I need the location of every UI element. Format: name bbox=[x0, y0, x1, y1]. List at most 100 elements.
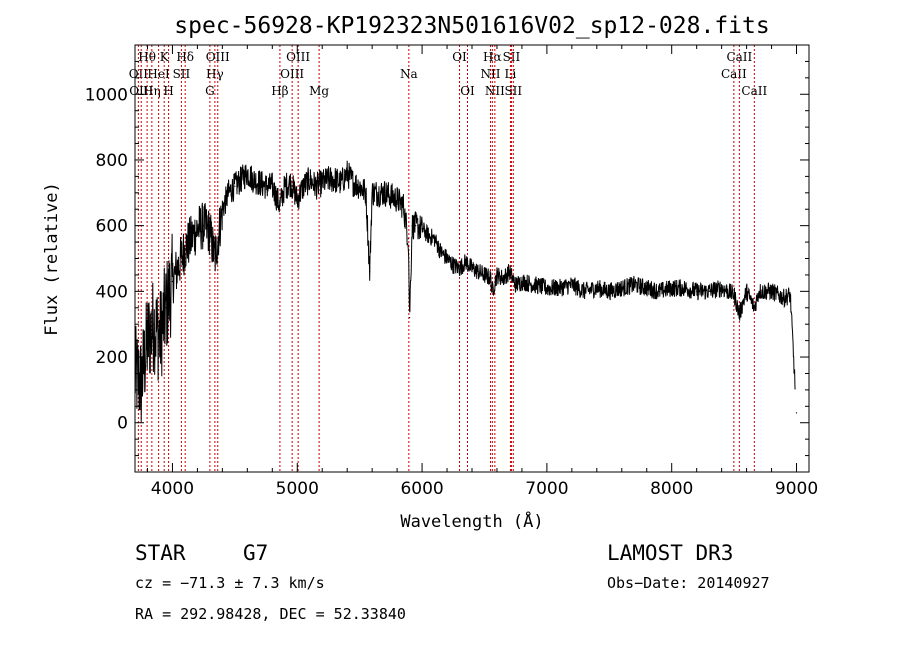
line-marker-label-17: OI bbox=[452, 50, 467, 64]
spectrum-point-74 bbox=[621, 287, 623, 289]
line-marker-label-21: NII bbox=[485, 84, 505, 98]
line-marker-label-2: Hθ bbox=[138, 50, 156, 64]
spectrum-point-30 bbox=[321, 182, 323, 184]
line-marker-label-11: OIII bbox=[206, 50, 230, 64]
spectrum-point-48 bbox=[415, 225, 417, 227]
line-marker-label-18: OI bbox=[460, 84, 475, 98]
observation-date: Obs−Date: 20140927 bbox=[607, 574, 770, 592]
y-tick-label-4: 800 bbox=[96, 151, 128, 171]
spectrum-point-72 bbox=[596, 287, 598, 289]
plot-frame bbox=[134, 44, 810, 473]
line-marker-label-26: CaII bbox=[726, 50, 752, 64]
y-tick-label-5: 1000 bbox=[85, 85, 128, 105]
spectrum-point-11 bbox=[203, 225, 205, 227]
spectrum-point-63 bbox=[502, 277, 504, 279]
spectrum-point-68 bbox=[546, 287, 548, 289]
spectrum-point-80 bbox=[696, 290, 698, 292]
object-class: STAR bbox=[135, 541, 186, 565]
ra-dec-coordinates: RA = 292.98428, DEC = 52.33840 bbox=[135, 605, 406, 623]
spectrum-point-6 bbox=[171, 280, 173, 283]
chart-title: spec-56928-KP192323N501616V02_sp12-028.f… bbox=[174, 13, 769, 39]
spectrum-point-60 bbox=[490, 277, 492, 279]
spectrum-point-45 bbox=[407, 238, 409, 240]
spectrum-point-91 bbox=[795, 412, 798, 414]
line-marker-label-5: K bbox=[160, 50, 170, 64]
spectrum-point-20 bbox=[259, 182, 261, 184]
line-marker-label-13: OIII bbox=[280, 67, 304, 81]
spectrum-point-12 bbox=[209, 231, 211, 233]
spectrum-point-36 bbox=[359, 185, 361, 187]
line-marker-label-10: Hγ bbox=[206, 67, 224, 81]
spectrum-series bbox=[134, 160, 798, 422]
spectrum-point-31 bbox=[327, 179, 330, 181]
spectrum-point-46 bbox=[409, 317, 411, 319]
spectrum-point-39 bbox=[371, 192, 373, 194]
spectrum-point-75 bbox=[633, 284, 635, 286]
spectrum-point-17 bbox=[240, 179, 242, 181]
spectrum-point-64 bbox=[508, 271, 510, 273]
spectrum-point-40 bbox=[377, 192, 379, 194]
x-tick-label-5: 9000 bbox=[775, 479, 818, 499]
spectrum-point-38 bbox=[369, 271, 371, 273]
spectrum-point-37 bbox=[365, 192, 367, 194]
spectrum-point-7 bbox=[178, 264, 180, 266]
line-marker-label-23: SII bbox=[503, 50, 521, 64]
spectrum-point-55 bbox=[458, 267, 461, 269]
spectrum-point-4 bbox=[159, 336, 161, 338]
line-marker-label-8: Hδ bbox=[176, 50, 194, 64]
survey-name: LAMOST DR3 bbox=[607, 541, 733, 565]
y-axis-label: Flux (relative) bbox=[42, 182, 62, 336]
spectrum-point-61 bbox=[491, 290, 493, 292]
spectrum-point-41 bbox=[384, 192, 386, 194]
spectrum-point-57 bbox=[471, 267, 473, 269]
line-marker-label-20: Hα bbox=[483, 50, 502, 64]
spectrum-point-87 bbox=[758, 290, 760, 292]
y-tick-label-1: 200 bbox=[96, 348, 128, 368]
line-marker-label-0: OII bbox=[129, 67, 149, 81]
spectrum-point-79 bbox=[683, 287, 685, 289]
spectrum-point-69 bbox=[558, 287, 561, 289]
spectrum-point-89 bbox=[783, 297, 785, 299]
spectrum-point-21 bbox=[265, 185, 267, 187]
spectrum-point-14 bbox=[221, 208, 223, 210]
line-marker-label-9: G bbox=[205, 84, 215, 98]
line-marker-label-3: Hη bbox=[143, 84, 161, 98]
line-marker-label-14: OIII bbox=[286, 50, 310, 64]
spectrum-point-71 bbox=[583, 290, 585, 292]
x-tick-label-3: 7000 bbox=[525, 479, 568, 499]
line-marker-label-19: NII bbox=[480, 67, 500, 81]
line-marker-label-16: Na bbox=[400, 67, 418, 81]
y-tick-label-3: 600 bbox=[96, 217, 128, 237]
line-marker-label-6: H bbox=[163, 84, 173, 98]
spectrum-point-51 bbox=[434, 238, 436, 240]
spectrum-point-56 bbox=[465, 261, 467, 263]
x-tick-label-0: 4000 bbox=[151, 479, 194, 499]
spectrum-point-66 bbox=[521, 280, 523, 283]
spectrum-point-2 bbox=[146, 340, 149, 342]
spectrum-point-18 bbox=[246, 172, 248, 174]
spectrum-point-9 bbox=[190, 238, 192, 240]
spectrum-point-67 bbox=[533, 284, 536, 286]
spectrum-point-85 bbox=[746, 290, 748, 292]
spectrum-point-50 bbox=[427, 234, 429, 237]
spectrum-point-26 bbox=[296, 198, 298, 200]
line-marker-label-12: Hβ bbox=[271, 84, 288, 98]
spectrum-point-59 bbox=[483, 274, 486, 276]
line-marker-label-25: CaII bbox=[721, 67, 747, 81]
spectrum-point-22 bbox=[271, 185, 273, 187]
spectrum-point-54 bbox=[452, 264, 454, 266]
spectrum-point-53 bbox=[446, 257, 448, 260]
x-axis-label: Wavelength (Å) bbox=[400, 510, 543, 532]
line-marker-label-27: CaII bbox=[741, 84, 767, 98]
spectrum-point-86 bbox=[753, 307, 755, 309]
spectrum-point-70 bbox=[571, 284, 573, 286]
spectrum-point-52 bbox=[440, 251, 442, 253]
spectrum-point-10 bbox=[196, 228, 198, 230]
spectrum-point-3 bbox=[153, 323, 155, 325]
line-marker-label-15: Mg bbox=[309, 84, 329, 98]
spectrum-point-62 bbox=[496, 274, 498, 276]
spectrum-point-90 bbox=[789, 294, 791, 296]
spectrum-point-19 bbox=[253, 179, 255, 181]
object-subclass: G7 bbox=[243, 541, 268, 565]
